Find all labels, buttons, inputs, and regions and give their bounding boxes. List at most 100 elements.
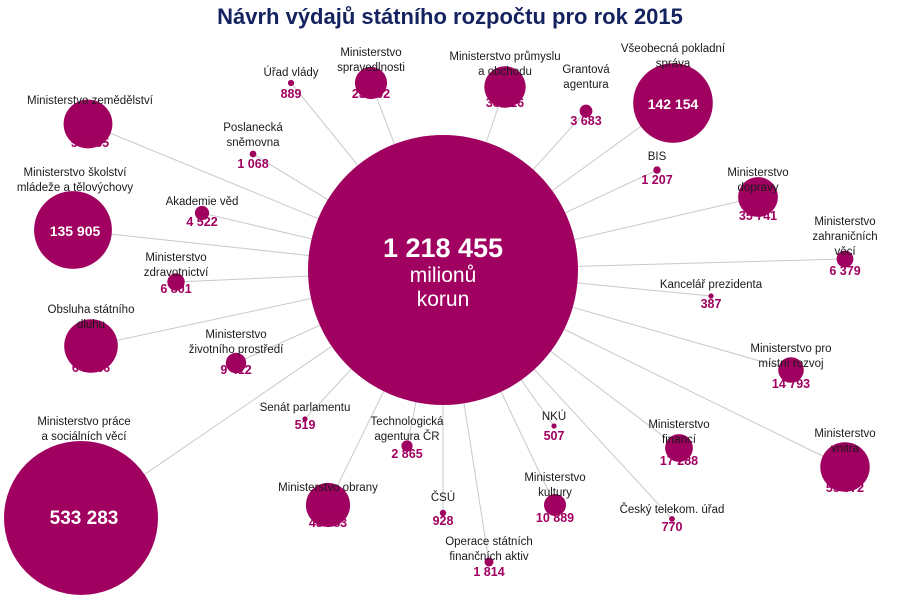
spending-label: Technologická xyxy=(371,416,444,428)
spending-bubble xyxy=(653,166,661,174)
spending-bubble xyxy=(4,441,158,595)
spending-item: Technologická agentura ČR 2 865 xyxy=(371,416,444,461)
spending-value: 14 793 xyxy=(772,377,810,391)
connector-line xyxy=(572,196,759,241)
spending-bubble xyxy=(305,482,351,528)
spending-bubble xyxy=(669,516,675,522)
spending-label: a obchodu xyxy=(478,66,532,78)
spending-label: Ministerstvo xyxy=(524,472,585,484)
spending-bubble xyxy=(401,440,413,452)
spending-label: Český telekom. úřad xyxy=(620,503,725,516)
spending-bubble xyxy=(439,509,447,517)
total-value: 1 218 455 xyxy=(383,233,503,263)
connector-line xyxy=(463,401,490,563)
spending-label: Ministerstvo pro xyxy=(750,343,831,355)
connector-line xyxy=(290,82,360,168)
spending-value: 2 865 xyxy=(391,447,422,461)
spending-label: a sociálních věcí xyxy=(41,431,127,443)
connector-lines xyxy=(72,82,846,563)
spending-item: Všeobecná pokladní správa 142 154 xyxy=(621,43,726,143)
spending-bubble xyxy=(225,352,247,374)
spending-item: Ministerstvo zdravotnictví 6 801 xyxy=(144,252,209,296)
spending-label: Akademie věd xyxy=(166,196,239,208)
spending-label: Obsluha státního xyxy=(48,304,135,316)
spending-value: 519 xyxy=(295,418,316,432)
spending-label: Senát parlamentu xyxy=(260,402,351,414)
spending-item: Akademie věd 4 522 xyxy=(166,196,239,229)
spending-item: Senát parlamentu 519 xyxy=(260,402,351,432)
chart-title: Návrh výdajů státního rozpočtu pro rok 2… xyxy=(217,4,683,29)
spending-bubble xyxy=(579,104,593,118)
spending-value: 23 392 xyxy=(352,87,390,101)
connector-line xyxy=(90,297,314,347)
spending-bubble xyxy=(544,494,566,516)
connector-line xyxy=(531,110,587,172)
spending-value: 770 xyxy=(662,520,683,534)
spending-value: 4 522 xyxy=(186,215,217,229)
spending-label: Ministerstvo xyxy=(648,419,709,431)
spending-value: 1 814 xyxy=(473,565,504,579)
spending-item: Úřad vlády 889 xyxy=(264,66,319,101)
spending-item: Ministerstvo práce a sociálních věcí 533 2… xyxy=(4,416,158,595)
spending-label: dopravy xyxy=(738,182,779,194)
spending-bubble xyxy=(551,423,557,429)
spending-item: Grantová agentura 3 683 xyxy=(562,64,610,128)
spending-value: 64 466 xyxy=(72,361,110,375)
spending-label: Grantová xyxy=(562,64,610,76)
spending-bubble xyxy=(708,293,714,299)
spending-value: 43 783 xyxy=(309,516,347,530)
spending-label: Úřad vlády xyxy=(264,66,319,79)
total-bubble-group: 1 218 455 milionů korun xyxy=(308,135,578,405)
spending-value: 889 xyxy=(281,87,302,101)
spending-value: 55 072 xyxy=(826,481,864,495)
connector-line xyxy=(499,389,556,506)
spending-label: zdravotnictví xyxy=(144,267,209,279)
spending-value: 17 288 xyxy=(660,454,698,468)
spending-label: Poslanecká xyxy=(223,122,283,134)
spending-value: 507 xyxy=(544,429,565,443)
spending-bubble xyxy=(34,191,112,269)
spending-item: Ministerstvo kultury 10 889 xyxy=(524,472,585,525)
spending-value: 9 412 xyxy=(220,363,251,377)
connector-line xyxy=(562,328,846,468)
spending-label: kultury xyxy=(538,487,572,499)
spending-bubble xyxy=(665,434,693,462)
spending-label: finančních aktiv xyxy=(449,551,529,563)
spending-item: Ministerstvo životního prostředí 9 412 xyxy=(189,329,284,377)
spending-value: 1 068 xyxy=(237,157,268,171)
spending-item: Ministerstvo průmyslu a obchodu 38 726 xyxy=(449,51,560,110)
spending-item: BIS 1 207 xyxy=(641,151,672,187)
connector-line xyxy=(201,212,314,240)
connector-line xyxy=(72,229,311,257)
spending-bubble xyxy=(63,99,113,149)
connector-line xyxy=(304,367,353,420)
spending-value: 928 xyxy=(433,514,454,528)
spending-label: Všeobecná pokladní xyxy=(621,43,726,55)
spending-item: Ministerstvo financí 17 288 xyxy=(648,419,709,468)
spending-value: 6 801 xyxy=(160,282,191,296)
spending-label: Ministerstvo xyxy=(814,216,875,228)
spending-bubble xyxy=(778,357,804,383)
spending-value: 387 xyxy=(701,297,722,311)
connector-line xyxy=(406,400,417,447)
spending-label: dluhu xyxy=(77,319,105,331)
spending-label: správa xyxy=(656,58,691,70)
spending-item: ČSÚ 928 xyxy=(431,491,455,528)
spending-label: Operace státních xyxy=(445,536,533,548)
spending-label: NKÚ xyxy=(542,410,566,423)
spending-item: Operace státních finančních aktiv 1 814 xyxy=(445,536,533,579)
spending-label: Ministerstvo práce xyxy=(37,416,130,428)
spending-label: Ministerstvo školství xyxy=(24,167,128,179)
spending-label: Ministerstvo xyxy=(814,428,875,440)
connector-line xyxy=(575,282,712,297)
total-bubble xyxy=(308,135,578,405)
spending-label: věcí xyxy=(834,246,856,258)
spending-label: agentura ČR xyxy=(374,430,439,443)
spending-value: 135 905 xyxy=(50,223,101,239)
connector-line xyxy=(575,258,846,267)
connector-line xyxy=(570,306,792,371)
spending-label: místní rozvoj xyxy=(758,358,823,370)
spending-bubble xyxy=(287,79,295,87)
spending-item: Poslanecká sněmovna 1 068 xyxy=(223,122,283,171)
